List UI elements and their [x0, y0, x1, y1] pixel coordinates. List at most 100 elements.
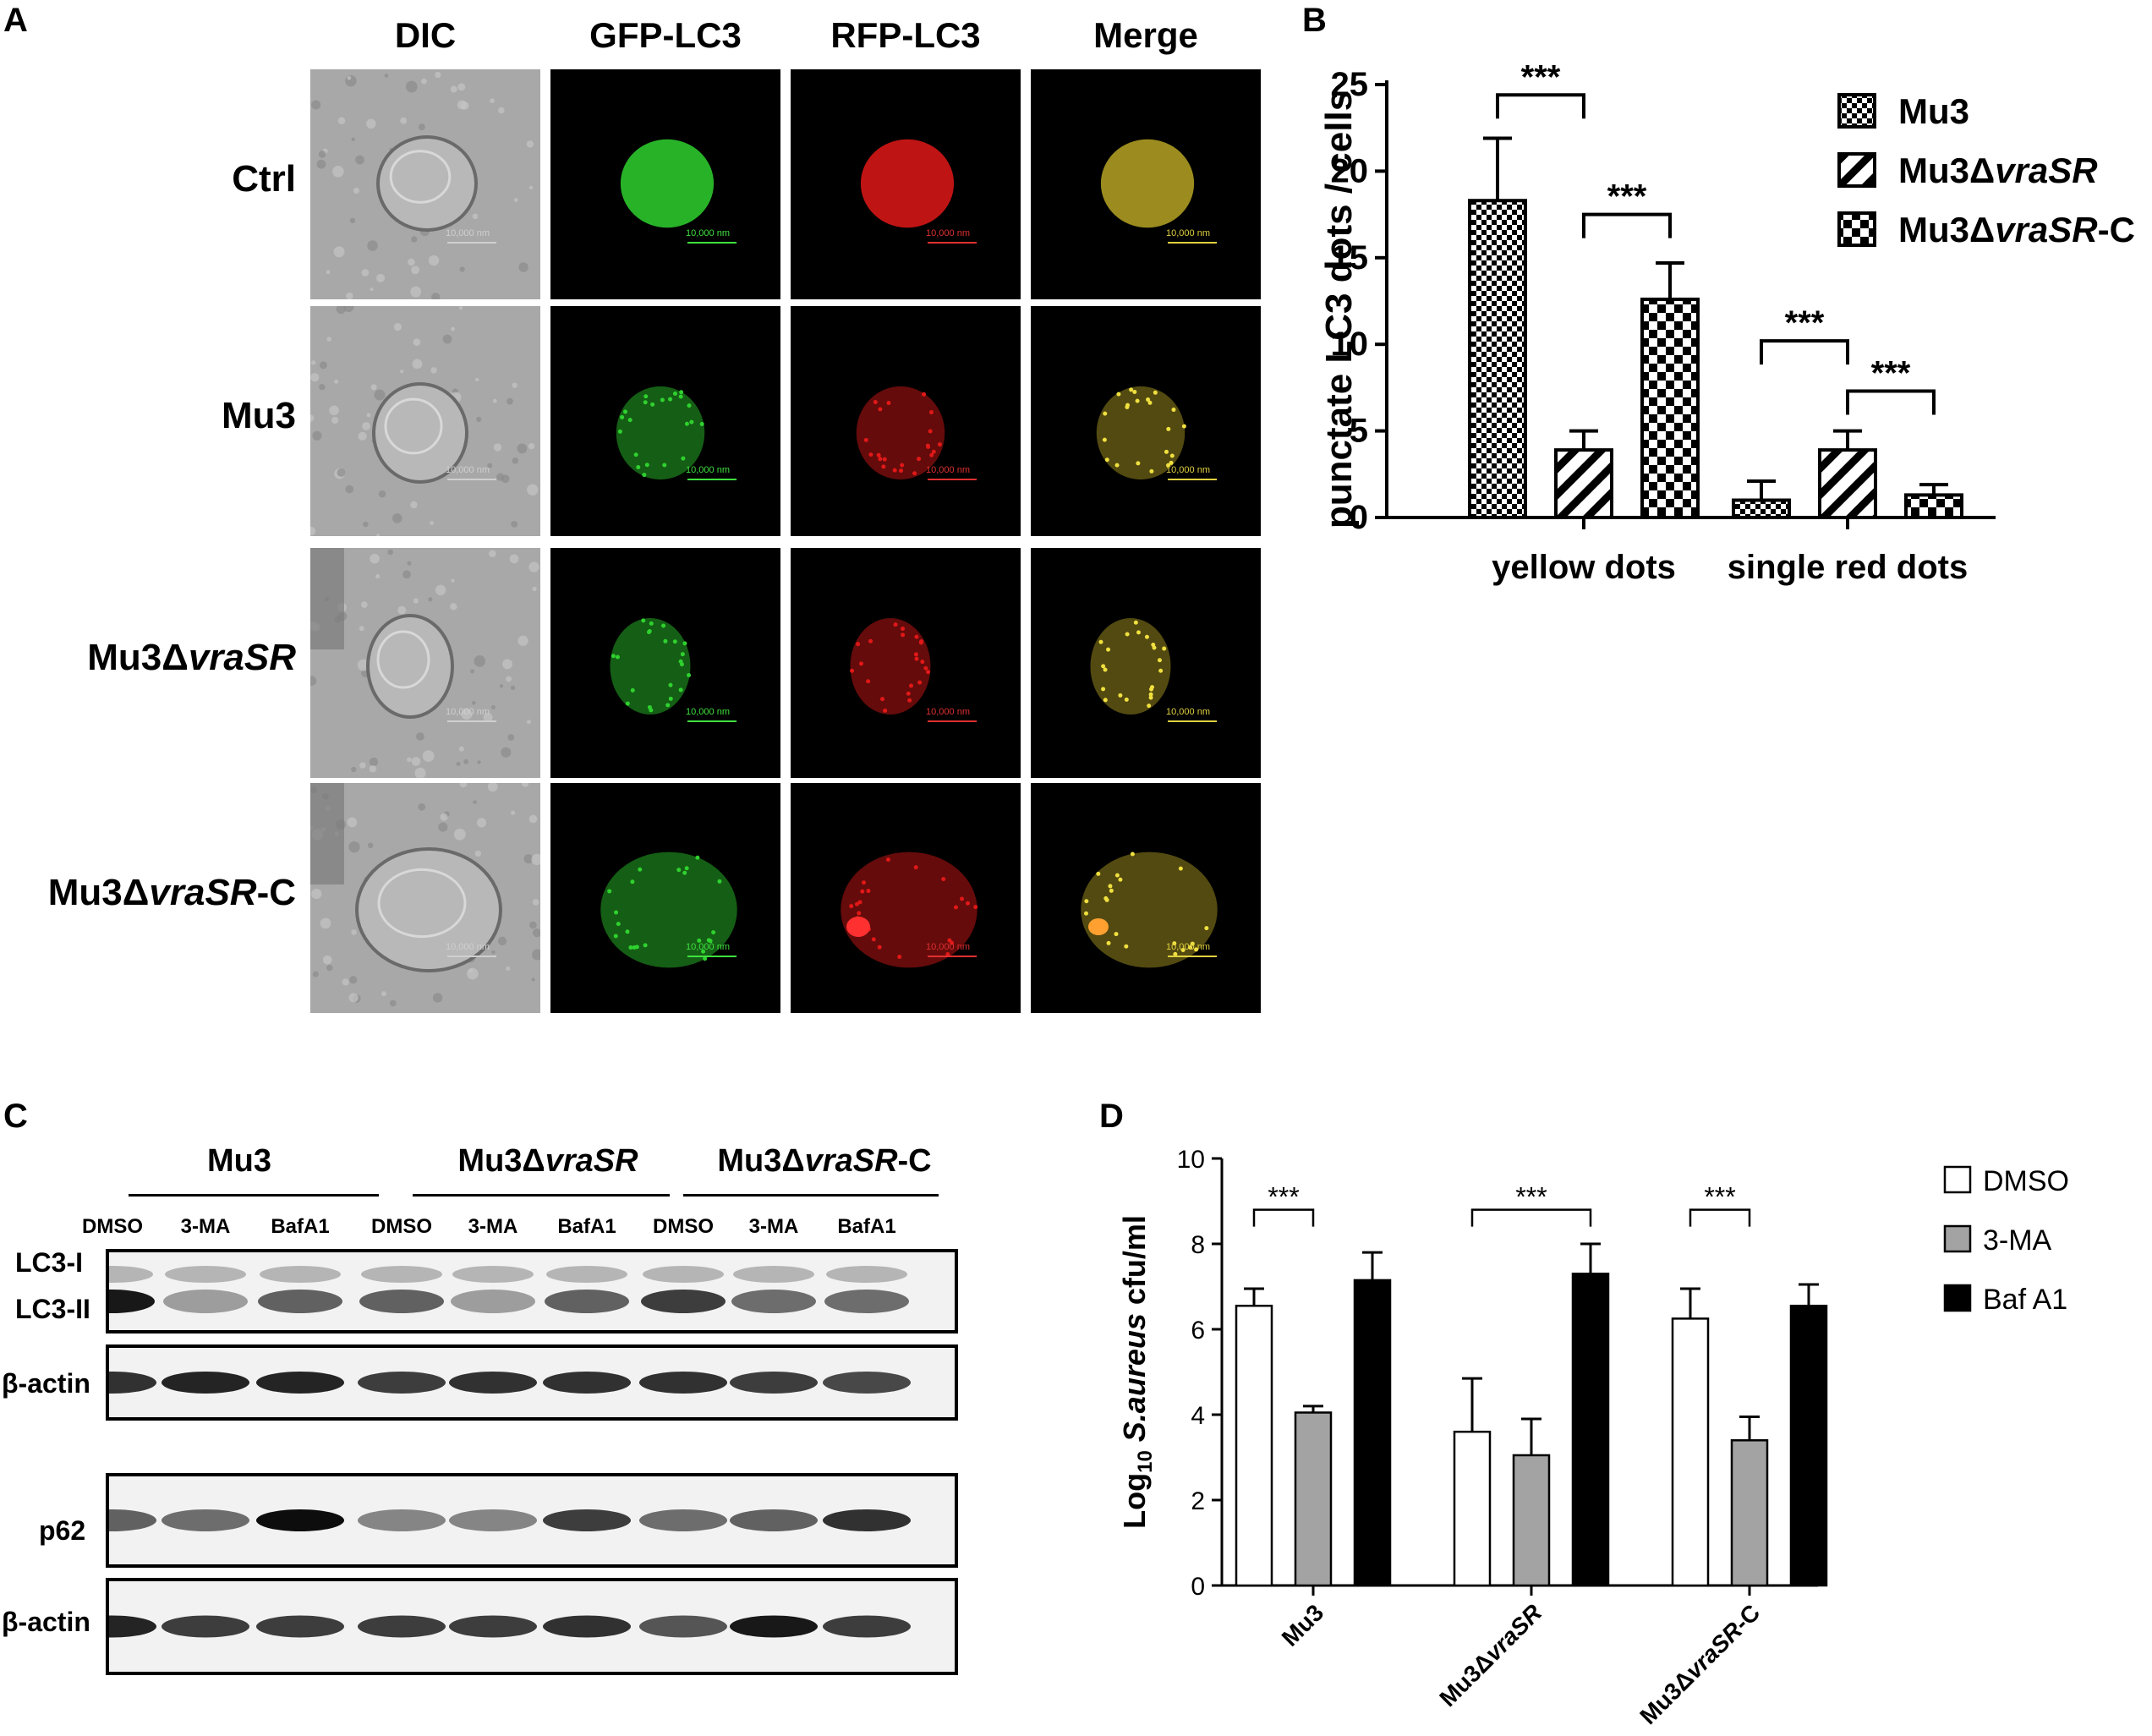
band — [639, 1509, 727, 1531]
band-lc3-ii — [824, 1290, 909, 1313]
band — [823, 1372, 911, 1394]
row-header-2: Mu3ΔvraSR — [87, 637, 296, 678]
scale-bar-label: 10,000 nm — [446, 942, 490, 952]
micrograph-dic-3: 10,000 nm — [310, 783, 540, 1013]
band-lc3-i — [546, 1266, 627, 1283]
band — [730, 1509, 818, 1531]
legend-swatch — [1837, 152, 1876, 188]
micrograph-dic-2: 10,000 nm — [310, 548, 540, 778]
band — [358, 1615, 446, 1638]
scale-bar-label: 10,000 nm — [686, 707, 730, 717]
x-category-label: single red dots — [1728, 549, 1969, 586]
cell-outline — [376, 135, 478, 232]
column-header-dic: DIC — [394, 15, 457, 55]
lane-label: 3-MA — [180, 1215, 231, 1238]
lane-label: DMSO — [371, 1215, 432, 1238]
band — [823, 1509, 911, 1531]
scale-bar-label: 10,000 nm — [686, 465, 730, 475]
scale-bar — [447, 479, 496, 480]
significance-bracket — [1470, 1208, 1592, 1227]
significance-bracket — [1496, 93, 1585, 119]
fluorescent-cell — [1096, 386, 1186, 480]
significance-bracket — [1689, 1208, 1751, 1227]
bar — [1730, 1439, 1769, 1587]
band — [823, 1615, 911, 1638]
fluorescent-cell — [1100, 139, 1195, 228]
bar — [1571, 1273, 1610, 1587]
legend-swatch — [1943, 1284, 1972, 1312]
significance-bracket — [1252, 1208, 1315, 1227]
band — [162, 1509, 249, 1531]
bar — [1235, 1304, 1273, 1587]
scale-bar — [447, 720, 496, 722]
scale-bar — [687, 242, 736, 244]
scale-bar-label: 10,000 nm — [926, 465, 970, 475]
y-tick-label: 20 — [1331, 152, 1369, 189]
band — [109, 1615, 156, 1638]
blot-strip-actin2 — [106, 1578, 958, 1675]
band-lc3-i — [165, 1266, 246, 1283]
legend-label: DMSO — [1983, 1165, 2069, 1197]
y-tick-label: 6 — [1191, 1317, 1205, 1344]
band-lc3-i — [826, 1266, 907, 1283]
micrograph-merge-2: 10,000 nm — [1031, 548, 1261, 778]
scale-bar — [687, 479, 736, 480]
wb-row-label-lc3_ii: LC3-II — [15, 1294, 90, 1324]
band-lc3-ii — [109, 1290, 155, 1313]
bar — [1818, 448, 1877, 519]
significance-label: *** — [1785, 304, 1825, 342]
band-lc3-i — [260, 1266, 341, 1283]
micrograph-gfp-lc3-1: 10,000 nm — [550, 306, 780, 536]
scale-bar-label: 10,000 nm — [446, 707, 490, 717]
band-lc3-ii — [451, 1290, 535, 1313]
panel-b-letter: B — [1302, 2, 1327, 39]
blot-strip-p62 — [106, 1473, 958, 1568]
y-tick-label: 0 — [1350, 499, 1368, 536]
band-lc3-ii — [359, 1290, 444, 1313]
significance-label: *** — [1704, 1182, 1735, 1213]
wb-row-label-p62: p62 — [39, 1515, 86, 1546]
legend-label: Mu3ΔvraSR-C — [1898, 210, 2135, 249]
band — [543, 1372, 631, 1394]
bar — [1789, 1304, 1828, 1587]
band — [162, 1615, 249, 1638]
band — [730, 1615, 818, 1638]
blot-strip-actin1 — [106, 1344, 958, 1421]
scale-bar-label: 10,000 nm — [1166, 228, 1210, 238]
wb-row-label-actin1: β-actin — [2, 1368, 90, 1399]
significance-bracket — [1760, 339, 1849, 365]
bar — [1453, 1430, 1492, 1587]
scale-bar — [687, 720, 736, 722]
bar — [1732, 498, 1791, 520]
band — [256, 1615, 344, 1638]
scale-bar — [928, 720, 977, 722]
band — [449, 1509, 537, 1531]
micrograph-gfp-lc3-0: 10,000 nm — [550, 69, 780, 299]
row-header-3: Mu3ΔvraSR-C — [47, 872, 296, 913]
y-tick-label: 2 — [1191, 1487, 1205, 1515]
y-axis-label: punctate LC3 dots / cells — [1319, 90, 1360, 528]
fluorescent-cell — [1081, 852, 1218, 968]
scale-bar-label: 10,000 nm — [686, 942, 730, 952]
band-lc3-i — [361, 1266, 442, 1283]
legend-swatch — [1837, 211, 1876, 247]
row-header-0: Ctrl — [232, 158, 296, 200]
band — [358, 1372, 446, 1394]
scale-bar — [447, 242, 496, 244]
panel-d-letter: D — [1099, 1098, 1124, 1135]
x-category-label: yellow dots — [1492, 549, 1676, 586]
wb-group-underline — [129, 1194, 379, 1197]
micrograph-gfp-lc3-2: 10,000 nm — [550, 548, 780, 778]
band — [543, 1509, 631, 1531]
band — [543, 1615, 631, 1638]
wb-row-label-actin2: β-actin — [2, 1607, 90, 1637]
band-lc3-ii — [258, 1290, 342, 1313]
bar — [1294, 1411, 1333, 1587]
bar — [1353, 1279, 1392, 1587]
column-header-rfp-lc3: RFP-LC3 — [830, 15, 981, 55]
y-tick-label: 15 — [1331, 239, 1369, 277]
column-header-merge: Merge — [1093, 15, 1198, 55]
bar — [1904, 493, 1963, 519]
micrograph-rfp-lc3-2: 10,000 nm — [791, 548, 1021, 778]
significance-bracket — [1582, 212, 1672, 238]
